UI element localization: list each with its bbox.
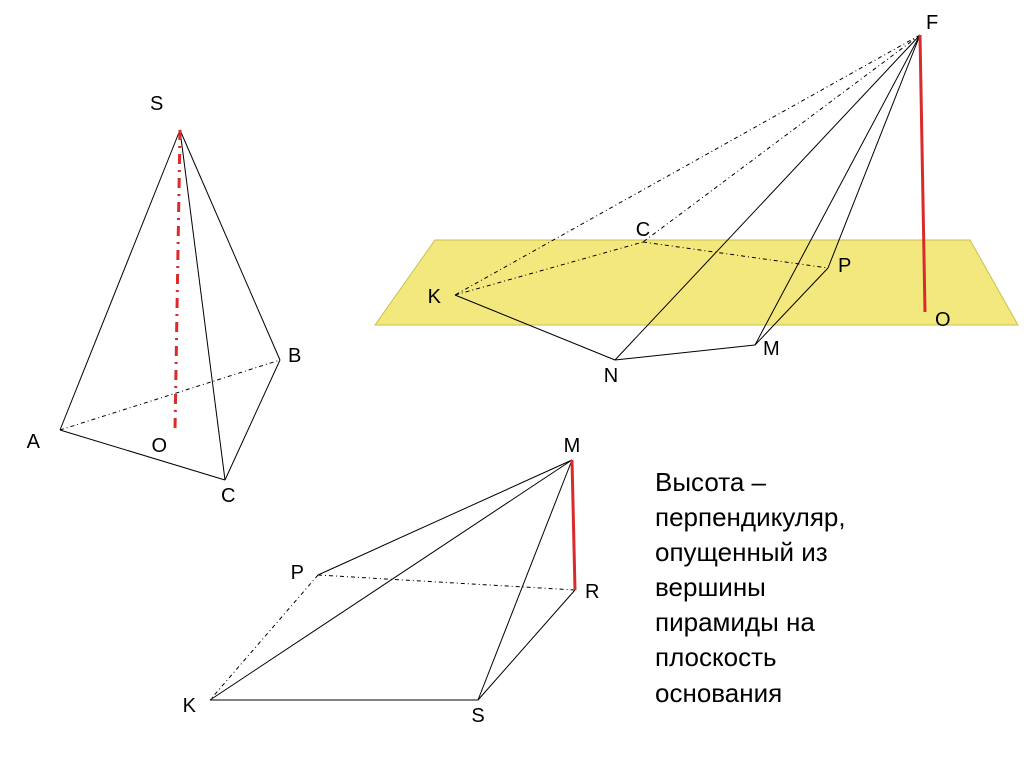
- definition-caption: Высота –перпендикуляр,опущенный извершин…: [655, 465, 846, 711]
- svg-text:K: K: [183, 695, 197, 717]
- caption-line: вершины: [655, 570, 846, 605]
- svg-text:F: F: [926, 12, 938, 34]
- svg-text:O: O: [151, 435, 167, 457]
- svg-text:P: P: [291, 562, 304, 584]
- svg-text:R: R: [585, 581, 599, 603]
- svg-text:S: S: [150, 93, 163, 115]
- svg-text:C: C: [636, 219, 650, 241]
- caption-line: основания: [655, 676, 846, 711]
- geometry-scene: S A B C O F C P K N M O M P K S R: [0, 0, 1024, 767]
- svg-text:P: P: [838, 255, 851, 277]
- svg-text:S: S: [471, 705, 484, 727]
- svg-text:N: N: [604, 365, 618, 387]
- svg-text:M: M: [763, 338, 780, 360]
- svg-text:M: M: [564, 435, 581, 457]
- caption-line: пирамиды на: [655, 605, 846, 640]
- svg-text:K: K: [428, 286, 442, 308]
- caption-line: перпендикуляр,: [655, 500, 846, 535]
- caption-line: Высота –: [655, 465, 846, 500]
- caption-line: плоскость: [655, 640, 846, 675]
- svg-text:B: B: [288, 345, 301, 367]
- svg-text:O: O: [935, 309, 951, 331]
- caption-line: опущенный из: [655, 535, 846, 570]
- svg-text:A: A: [27, 431, 41, 453]
- svg-text:C: C: [221, 485, 235, 507]
